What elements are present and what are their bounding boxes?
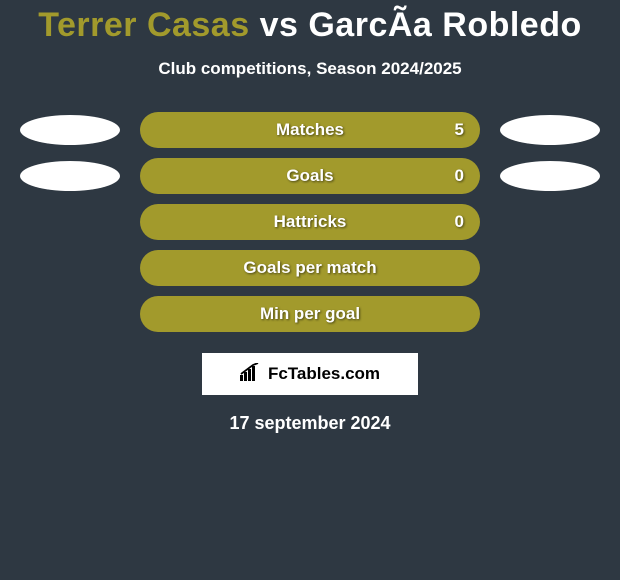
stat-bar: Goals 0 [140,158,480,194]
right-ellipse [500,161,600,191]
stat-label: Min per goal [260,304,360,324]
player1-name: Terrer Casas [38,6,249,44]
stat-row: Min per goal [0,291,620,337]
right-ellipse [500,115,600,145]
stat-bar: Hattricks 0 [140,204,480,240]
player2-name: GarcÃ­a Robledo [308,6,581,44]
left-ellipse [20,161,120,191]
stat-label: Matches [276,120,344,140]
comparison-title: Terrer Casas vs GarcÃ­a Robledo [0,0,620,45]
subtitle: Club competitions, Season 2024/2025 [0,59,620,79]
stat-bar: Min per goal [140,296,480,332]
logo-text: FcTables.com [268,364,380,384]
stat-bar: Matches 5 [140,112,480,148]
logo-box: FcTables.com [202,353,418,395]
stat-bar: Goals per match [140,250,480,286]
date-line: 17 september 2024 [0,413,620,434]
chart-icon [240,363,262,386]
stat-label: Goals [286,166,333,186]
stat-row: Matches 5 [0,107,620,153]
stat-row: Hattricks 0 [0,199,620,245]
stat-label: Hattricks [274,212,347,232]
stat-label: Goals per match [243,258,376,278]
stat-row: Goals 0 [0,153,620,199]
stat-value: 0 [455,166,464,186]
stat-value: 0 [455,212,464,232]
vs-separator: vs [250,6,309,44]
stats-area: Matches 5 Goals 0 Hattricks 0 Goals per match M… [0,107,620,337]
left-ellipse [20,115,120,145]
stat-row: Goals per match [0,245,620,291]
stat-value: 5 [455,120,464,140]
